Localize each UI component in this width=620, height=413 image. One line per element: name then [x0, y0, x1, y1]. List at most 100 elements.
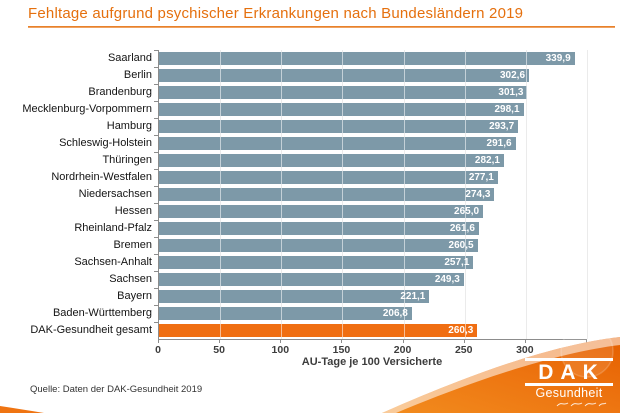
category-label: Hamburg [106, 120, 152, 132]
x-tick-label: 0 [155, 344, 161, 356]
category-label: Mecklenburg-Vorpommern [22, 103, 152, 115]
category-label: Bayern [117, 290, 152, 302]
category-label: Brandenburg [88, 86, 152, 98]
y-axis-tick [154, 50, 158, 51]
bar-value-label: 265,0 [454, 206, 480, 217]
bar: 291,6 [159, 137, 516, 150]
x-tick-mark [402, 339, 404, 343]
x-tick-label: 150 [332, 344, 351, 356]
gridline-overlay [220, 50, 222, 339]
bar: 282,1 [159, 154, 504, 167]
x-tick-label: 300 [516, 344, 534, 356]
bar-value-label: 221,1 [400, 291, 426, 302]
bar: 277,1 [159, 171, 498, 184]
bar-value-label: 206,8 [382, 308, 408, 319]
y-axis-tick [154, 254, 158, 255]
bar: 249,3 [159, 273, 464, 286]
dak-logo-subbrand: Gesundheit [535, 385, 603, 400]
bar: 265,0 [159, 205, 484, 218]
y-axis-tick [154, 288, 158, 289]
dak-logo-bottom-rule [525, 382, 613, 386]
dak-logo-wordmark: DAK [538, 360, 605, 384]
bar: 298,1 [159, 103, 524, 116]
chart-title: Fehltage aufgrund psychischer Erkrankung… [28, 5, 524, 22]
bar: 339,9 [159, 52, 575, 65]
x-tick-mark [586, 339, 587, 343]
x-axis: 050100150200250300350 [155, 339, 595, 369]
x-tick-label: 250 [454, 344, 473, 356]
x-axis-title: AU-Tage je 100 Versicherte [301, 356, 443, 368]
y-axis-tick [154, 271, 158, 272]
y-axis-tick [154, 118, 158, 119]
bar: 302,6 [159, 69, 530, 82]
source-note: Quelle: Daten der DAK-Gesundheit 2019 [30, 384, 203, 395]
gridline-overlay [281, 50, 283, 339]
bar-value-label: 291,6 [486, 138, 512, 149]
x-tick-label: 200 [393, 344, 412, 356]
bar-value-label: 277,1 [468, 172, 494, 183]
y-axis-tick [154, 84, 158, 85]
gridline-overlay [587, 50, 588, 339]
dak-logo-slogan-script [556, 402, 607, 407]
decorative-swoosh-left [0, 406, 44, 413]
y-axis-tick [154, 186, 158, 187]
gridline-overlay [525, 50, 527, 339]
bar: 274,3 [159, 188, 495, 201]
y-axis-tick [154, 169, 158, 170]
bar-value-label: 302,6 [500, 70, 526, 81]
bar-highlight: 260,3 [159, 324, 478, 337]
x-tick-mark [158, 339, 159, 343]
bar: 260,5 [159, 239, 478, 252]
bar-value-label: 274,3 [465, 189, 491, 200]
category-label: Baden-Württemberg [52, 307, 152, 319]
gridline-overlay [403, 50, 405, 339]
category-label: Rheinland-Pfalz [74, 222, 152, 234]
x-tick-mark [341, 339, 343, 343]
y-axis-tick [154, 152, 158, 153]
y-axis-tick [154, 305, 158, 306]
x-tick-label: 100 [271, 344, 290, 356]
bar: 206,8 [159, 307, 412, 320]
y-axis-tick [154, 101, 158, 102]
plot-area: 339,9 302,6 301,3 298,1 293,7 291,6 282,1 277,1… [154, 50, 588, 340]
x-tick-mark [280, 339, 282, 343]
category-label: Saarland [107, 52, 152, 64]
category-label: Bremen [113, 239, 152, 251]
category-labels: Saarland Berlin Brandenburg Mecklenburg-Vor… [0, 50, 152, 339]
bar-value-label: 301,3 [498, 87, 524, 98]
bar-value-label: 260,5 [448, 240, 474, 251]
y-axis-tick [154, 135, 158, 136]
category-label: Schleswig-Holstein [59, 137, 152, 149]
y-axis-tick [154, 220, 158, 221]
bar-value-label: 260,3 [448, 325, 474, 336]
y-axis-tick [154, 322, 158, 323]
x-tick-mark [463, 339, 465, 343]
dak-logo: DAK Gesundheit [525, 357, 613, 408]
x-tick-mark [524, 339, 526, 343]
x-tick-mark [219, 339, 221, 343]
bar: 257,1 [159, 256, 474, 269]
category-label: Hessen [114, 205, 152, 217]
bar-value-label: 293,7 [489, 121, 515, 132]
category-label: Thüringen [102, 154, 152, 166]
category-label: Berlin [123, 69, 152, 81]
gridline-overlay [342, 50, 344, 339]
category-label: DAK-Gesundheit gesamt [30, 324, 152, 336]
title-underline [28, 26, 615, 28]
y-axis-tick [154, 203, 158, 204]
gridline-overlay [464, 50, 466, 339]
decorative-swoosh-right [382, 337, 620, 413]
bar-value-label: 257,1 [444, 257, 470, 268]
bar-value-label: 261,6 [449, 223, 475, 234]
category-label: Niedersachsen [78, 188, 152, 200]
bar-value-label: 298,1 [494, 104, 520, 115]
x-tick-label: 50 [213, 344, 225, 356]
bar: 221,1 [159, 290, 430, 303]
bar: 293,7 [159, 120, 519, 133]
bar-value-label: 249,3 [434, 274, 460, 285]
bar: 261,6 [159, 222, 479, 235]
y-axis-tick [154, 237, 158, 238]
bar-value-label: 282,1 [474, 155, 500, 166]
category-label: Sachsen [109, 273, 152, 285]
